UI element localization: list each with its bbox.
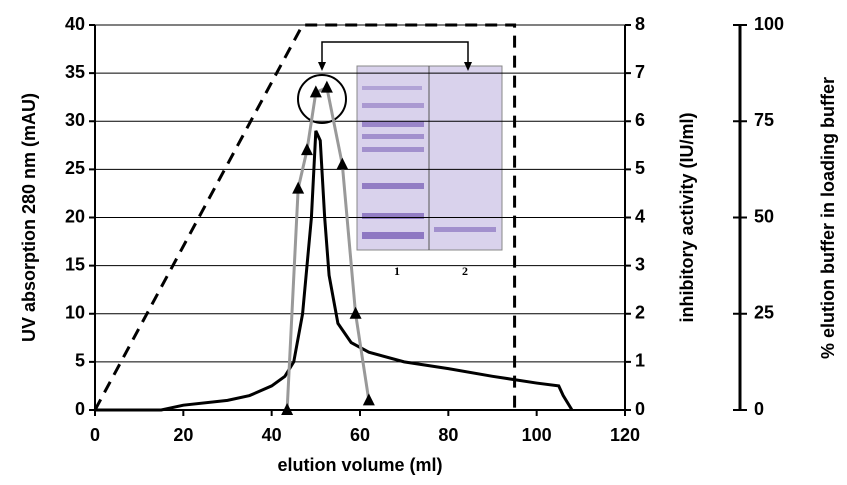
y2-tick-label: 8 xyxy=(635,14,645,34)
y2-tick-label: 0 xyxy=(635,399,645,419)
y2-axis-title: inhibitory activity (IU/ml) xyxy=(677,112,697,322)
x-tick-label: 80 xyxy=(438,425,458,445)
lane-label: 2 xyxy=(462,264,468,278)
y3-tick-label: 0 xyxy=(754,399,764,419)
triangle-marker xyxy=(281,403,294,415)
triangle-marker xyxy=(309,85,322,98)
arrow-head xyxy=(318,62,326,71)
triangle-marker xyxy=(320,80,333,93)
x-tick-label: 100 xyxy=(522,425,552,445)
y2-tick-label: 4 xyxy=(635,206,645,226)
gel-bands xyxy=(362,86,496,239)
highlight-circle xyxy=(297,74,347,124)
y3-tick-label: 100 xyxy=(754,14,784,34)
lane-label: 1 xyxy=(394,264,400,278)
bracket-arrow xyxy=(321,41,469,62)
y2-tick-label: 2 xyxy=(635,303,645,323)
y2-tick-label: 1 xyxy=(635,351,645,371)
arrow-head xyxy=(464,62,472,71)
triangle-marker xyxy=(301,143,313,156)
y-tick-label: 30 xyxy=(65,110,85,130)
triangle-marker xyxy=(336,157,349,170)
y3-axis-title: % elution buffer in loading buffer xyxy=(818,77,838,359)
triangle-marker xyxy=(362,393,375,406)
y-tick-label: 35 xyxy=(65,62,85,82)
x-axis-title: elution volume (ml) xyxy=(277,455,442,475)
series-line xyxy=(95,130,574,412)
y-tick-label: 40 xyxy=(65,14,85,34)
x-tick-label: 0 xyxy=(90,425,100,445)
x-tick-label: 60 xyxy=(350,425,370,445)
y2-tick-label: 6 xyxy=(635,110,645,130)
y-tick-label: 10 xyxy=(65,303,85,323)
triangle-marker xyxy=(349,306,362,319)
y-axis-title: UV absorption 280 nm (mAU) xyxy=(19,93,39,342)
x-tick-label: 40 xyxy=(262,425,282,445)
y-tick-label: 25 xyxy=(65,158,85,178)
y-tick-label: 5 xyxy=(75,351,85,371)
y-tick-label: 15 xyxy=(65,254,85,274)
series-line xyxy=(93,23,517,411)
y-tick-label: 0 xyxy=(75,399,85,419)
y3-tick-label: 75 xyxy=(754,110,774,130)
triangle-marker xyxy=(292,181,305,194)
x-tick-label: 20 xyxy=(173,425,193,445)
y2-tick-label: 3 xyxy=(635,254,645,274)
y3-tick-label: 50 xyxy=(754,206,774,226)
x-tick-label: 120 xyxy=(610,425,640,445)
gel-inset xyxy=(297,41,503,251)
y2-tick-label: 7 xyxy=(635,62,645,82)
series-line xyxy=(285,85,371,411)
y-tick-label: 20 xyxy=(65,206,85,226)
y3-tick-label: 25 xyxy=(754,303,774,323)
y2-tick-label: 5 xyxy=(635,158,645,178)
